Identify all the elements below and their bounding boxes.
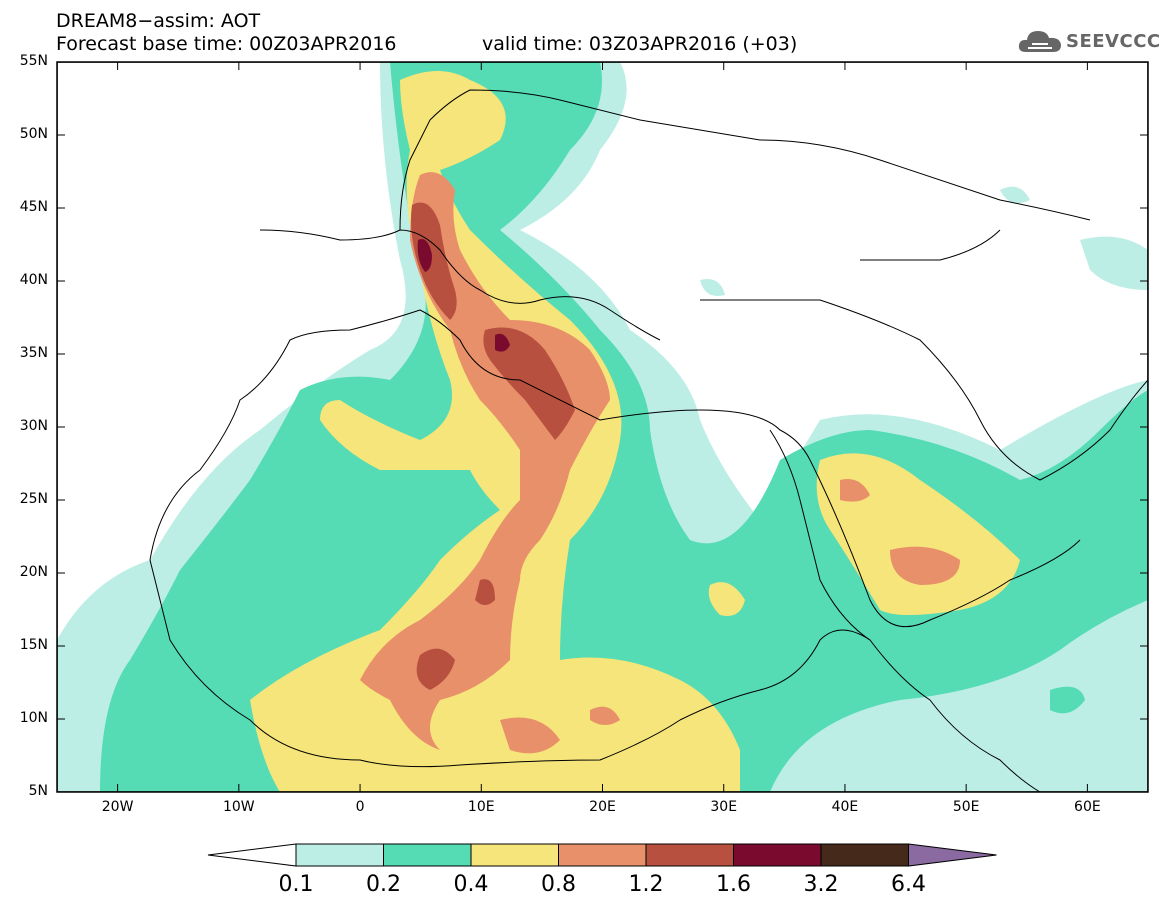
- lat-label: 30N: [19, 418, 48, 434]
- colorbar-level-label: 0.1: [278, 872, 314, 897]
- lat-label: 20N: [19, 564, 48, 580]
- colorbar-segment: [383, 843, 472, 867]
- aot-level-1.2: [411, 202, 575, 690]
- lon-label: 20W: [101, 799, 134, 815]
- lat-label: 15N: [19, 637, 48, 653]
- colorbar-segment: [295, 843, 384, 867]
- colorbar-segment: [733, 843, 822, 867]
- valid-time-label: valid time: 03Z03APR2016 (+03): [482, 33, 798, 55]
- lat-label: 55N: [19, 53, 48, 69]
- lon-label: 40E: [831, 799, 859, 815]
- lon-label: 10W: [222, 799, 255, 815]
- colorbar-segment: [820, 843, 909, 867]
- lon-label: 50E: [952, 799, 980, 815]
- lon-ticks: [117, 62, 1088, 792]
- seevccc-logo: SEEVCCC: [1018, 26, 1161, 56]
- lat-label: 50N: [19, 126, 48, 142]
- colorbar-segment: [470, 843, 559, 867]
- colorbar-level-label: 1.6: [716, 872, 751, 897]
- title-line-2: Forecast base time: 00Z03APR2016: [56, 33, 397, 55]
- coastlines: [149, 89, 1148, 792]
- title-line-1: DREAM8−assim: AOT: [56, 10, 261, 32]
- colorbar-level-label: 3.2: [803, 872, 839, 897]
- lon-label: 60E: [1074, 799, 1101, 815]
- colorbar: [207, 843, 997, 867]
- lat-label: 40N: [19, 272, 48, 288]
- colorbar-segment: [558, 843, 647, 867]
- aot-level-0.8: [360, 172, 960, 754]
- lat-label: 5N: [28, 783, 48, 799]
- lat-label: 35N: [19, 345, 48, 361]
- colorbar-level-label: 1.2: [628, 872, 664, 897]
- aot-level-1.6: [417, 239, 510, 352]
- colorbar-segment: [645, 843, 734, 867]
- colorbar-level-label: 0.8: [541, 872, 576, 897]
- lon-label: 10E: [467, 799, 495, 815]
- lat-label: 45N: [19, 199, 48, 215]
- lat-ticks: [57, 61, 1148, 793]
- colorbar-level-label: 0.2: [366, 872, 401, 897]
- colorbar-under-arrow: [207, 843, 297, 867]
- logo-text: SEEVCCC: [1066, 30, 1161, 52]
- colorbar-level-label: 0.4: [453, 872, 489, 897]
- lat-label: 10N: [19, 710, 48, 726]
- lat-label: 25N: [19, 491, 48, 507]
- lon-label: 20E: [589, 799, 616, 815]
- cloud-icon: [1018, 31, 1061, 52]
- colorbar-over-arrow: [908, 843, 997, 867]
- colorbar-level-label: 6.4: [891, 872, 926, 897]
- lon-label: 0: [355, 799, 365, 815]
- lon-label: 30E: [710, 799, 738, 815]
